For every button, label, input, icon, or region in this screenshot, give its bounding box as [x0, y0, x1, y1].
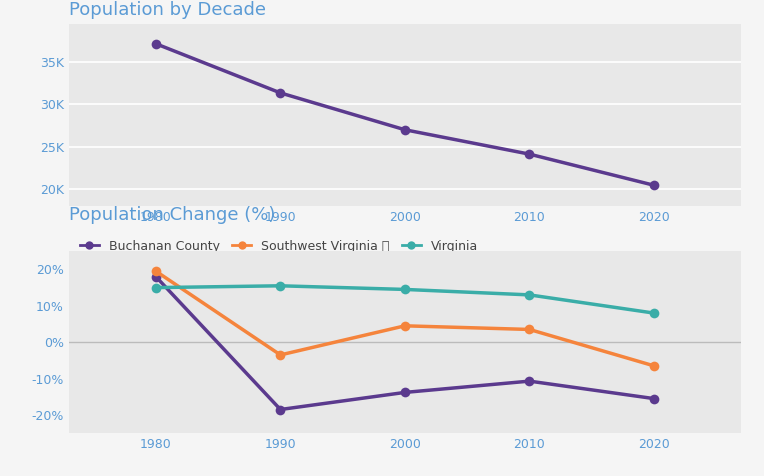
Text: Population Change (%): Population Change (%) [69, 206, 275, 224]
Text: Population by Decade: Population by Decade [69, 1, 266, 20]
Legend: Buchanan County, Southwest Virginia ⓘ, Virginia: Buchanan County, Southwest Virginia ⓘ, V… [75, 235, 483, 258]
